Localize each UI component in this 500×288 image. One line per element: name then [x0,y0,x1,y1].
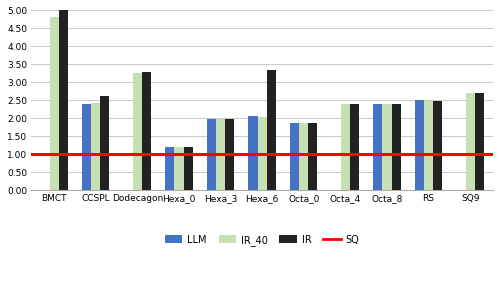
Bar [174,147,184,190]
Bar [216,119,225,190]
Bar [308,123,318,190]
Bar [248,116,258,190]
Bar [207,119,216,190]
Bar [82,104,91,190]
Bar [184,147,192,190]
Legend: LLM, IR_40, IR, SQ: LLM, IR_40, IR, SQ [161,231,363,250]
Bar [424,101,433,190]
Bar [225,119,234,190]
Bar [341,104,350,190]
Bar [58,10,68,190]
Bar [466,93,474,190]
Bar [474,93,484,190]
Bar [133,73,142,190]
Bar [91,103,101,190]
Bar [50,17,58,190]
Bar [290,123,299,190]
Bar [142,72,151,190]
Bar [299,123,308,190]
Bar [415,100,424,190]
Bar [165,147,174,190]
Bar [266,71,276,190]
Bar [350,104,359,190]
Bar [382,104,392,190]
Bar [258,117,266,190]
Bar [373,104,382,190]
Bar [392,104,400,190]
Bar [433,101,442,190]
Bar [100,96,110,190]
